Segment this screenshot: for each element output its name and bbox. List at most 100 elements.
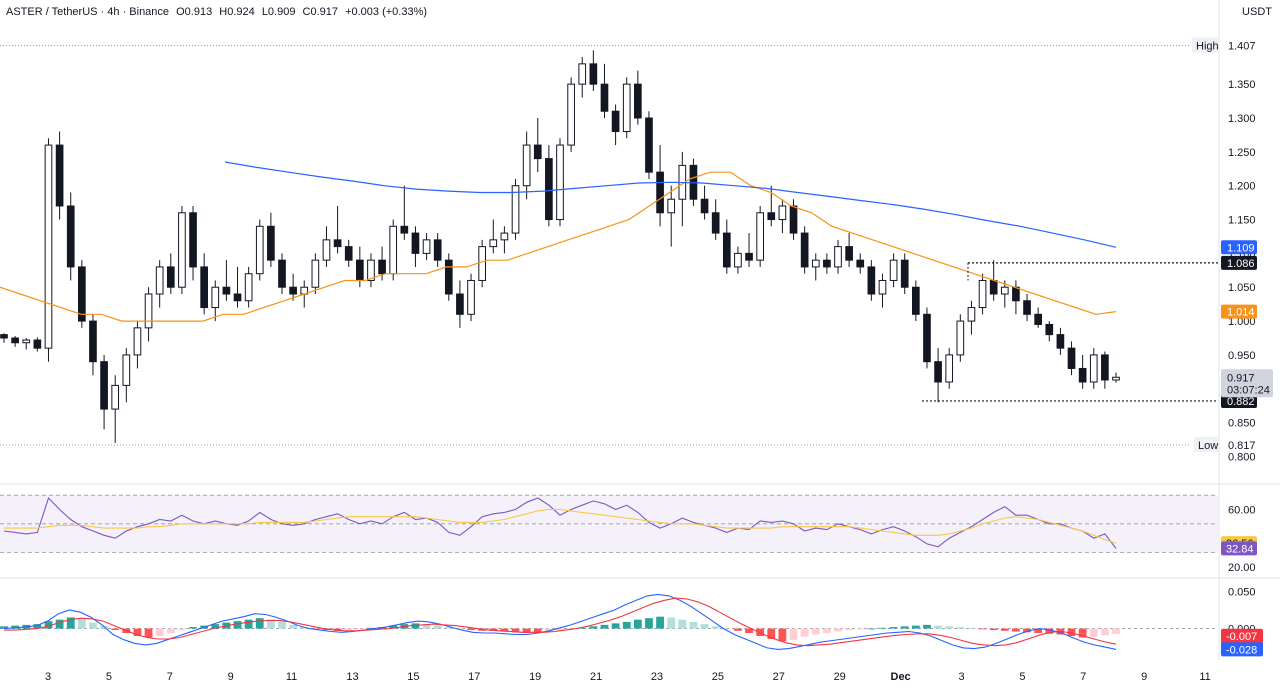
candle-body	[267, 225, 275, 261]
candle-body	[367, 259, 375, 281]
candle-body	[1112, 376, 1120, 381]
x-tick-label: 7	[167, 671, 173, 683]
candle	[433, 233, 442, 267]
candle	[322, 226, 331, 267]
low-tag-bg	[1194, 436, 1218, 452]
change-value: +0.003 (+0.33%)	[345, 6, 428, 18]
candle	[356, 246, 364, 288]
macd-histogram-bar	[778, 628, 787, 642]
candle	[500, 226, 509, 254]
candle	[489, 219, 498, 254]
symbol-label[interactable]: ASTER / TetherUS · 4h · Binance	[6, 6, 170, 18]
macd-histogram-bar	[367, 627, 375, 629]
candle-body	[44, 144, 53, 349]
macd-histogram-bar	[467, 628, 475, 631]
macd-histogram-bar	[811, 628, 820, 635]
candle	[645, 111, 653, 179]
y-tick-label: 1.300	[1228, 113, 1256, 125]
macd-badge	[1221, 642, 1263, 657]
candle	[33, 337, 42, 352]
candle-body	[1089, 354, 1098, 383]
candle	[778, 199, 787, 234]
candle-body	[545, 158, 553, 221]
price-badge-text: 0.917	[1227, 372, 1255, 384]
candle-body	[1101, 354, 1109, 381]
candle	[66, 192, 75, 281]
candle	[722, 219, 731, 274]
rsi-tick-label: 60.00	[1228, 505, 1256, 517]
candle-body	[55, 144, 64, 207]
candle	[867, 260, 876, 301]
candle	[55, 131, 64, 220]
x-tick-label: 7	[1080, 671, 1086, 683]
candle-body	[856, 259, 865, 268]
candle-body	[756, 212, 764, 261]
macd-histogram-bar	[411, 623, 420, 629]
rsi-tick-label: 20.00	[1228, 562, 1256, 574]
candle-body	[811, 259, 820, 268]
moving-average-line	[0, 171, 1117, 322]
candle-body	[244, 273, 253, 302]
y-tick-label: 0.800	[1228, 451, 1256, 463]
candle	[1000, 280, 1009, 308]
candle	[878, 273, 887, 308]
candle-body	[489, 239, 498, 248]
macd-histogram-bar	[511, 628, 520, 633]
candle	[155, 260, 164, 308]
candle	[667, 185, 676, 247]
macd-histogram-bar	[333, 628, 342, 631]
candle	[756, 206, 764, 267]
candle	[244, 266, 253, 308]
candle	[656, 145, 664, 227]
level-badge-text: 0.882	[1227, 396, 1255, 408]
macd-histogram-bar	[900, 626, 909, 629]
macd-histogram-bar	[911, 625, 920, 629]
macd-histogram-bar	[867, 628, 876, 630]
candle-body	[934, 361, 942, 383]
macd-histogram-bar	[389, 625, 398, 629]
candle-body	[1067, 347, 1076, 369]
macd-histogram-bar	[645, 618, 653, 629]
macd-histogram-bar	[244, 619, 253, 629]
macd-histogram-bar	[456, 628, 464, 630]
candle-body	[789, 205, 798, 234]
macd-histogram-bar	[444, 627, 453, 629]
macd-histogram-bar	[289, 624, 298, 629]
x-tick-label: 5	[1019, 671, 1025, 683]
candle-body	[900, 259, 909, 288]
macd-histogram-bar	[945, 626, 954, 629]
macd-histogram-bar	[700, 624, 709, 629]
candle	[834, 239, 842, 274]
x-tick-label: 5	[106, 671, 112, 683]
macd-badge-text: -0.028	[1226, 644, 1257, 656]
candle-body	[867, 266, 876, 295]
chart-header: ASTER / TetherUS · 4h · Binance O0.913 H…	[6, 6, 431, 18]
y-tick-label: 0.850	[1228, 418, 1256, 430]
candle-body	[289, 286, 297, 295]
rsi-line	[4, 508, 1117, 544]
candle	[978, 273, 987, 315]
candle-body	[522, 144, 531, 187]
candle-body	[255, 225, 264, 275]
high-value: 1.407	[1228, 41, 1256, 53]
candle-body	[100, 361, 108, 410]
y-tick-label: 1.200	[1228, 181, 1256, 193]
candle	[389, 219, 398, 281]
macd-histogram-bar	[789, 628, 798, 640]
countdown-text: 03:07:24	[1227, 384, 1270, 396]
low-label: Low	[1198, 440, 1218, 452]
candle	[889, 253, 898, 288]
candle-body	[78, 266, 86, 322]
macd-histogram-bar	[822, 628, 831, 634]
candle	[956, 314, 965, 362]
candle-body	[611, 110, 620, 133]
candle-body	[734, 252, 742, 268]
macd-histogram-bar	[956, 627, 965, 629]
macd-histogram-bar	[44, 621, 53, 629]
level-badge	[1221, 255, 1257, 270]
candle	[678, 151, 687, 227]
candle-body	[278, 259, 286, 288]
rsi-badge-text: 32.84	[1226, 543, 1254, 555]
moving-average-line	[224, 161, 1117, 248]
